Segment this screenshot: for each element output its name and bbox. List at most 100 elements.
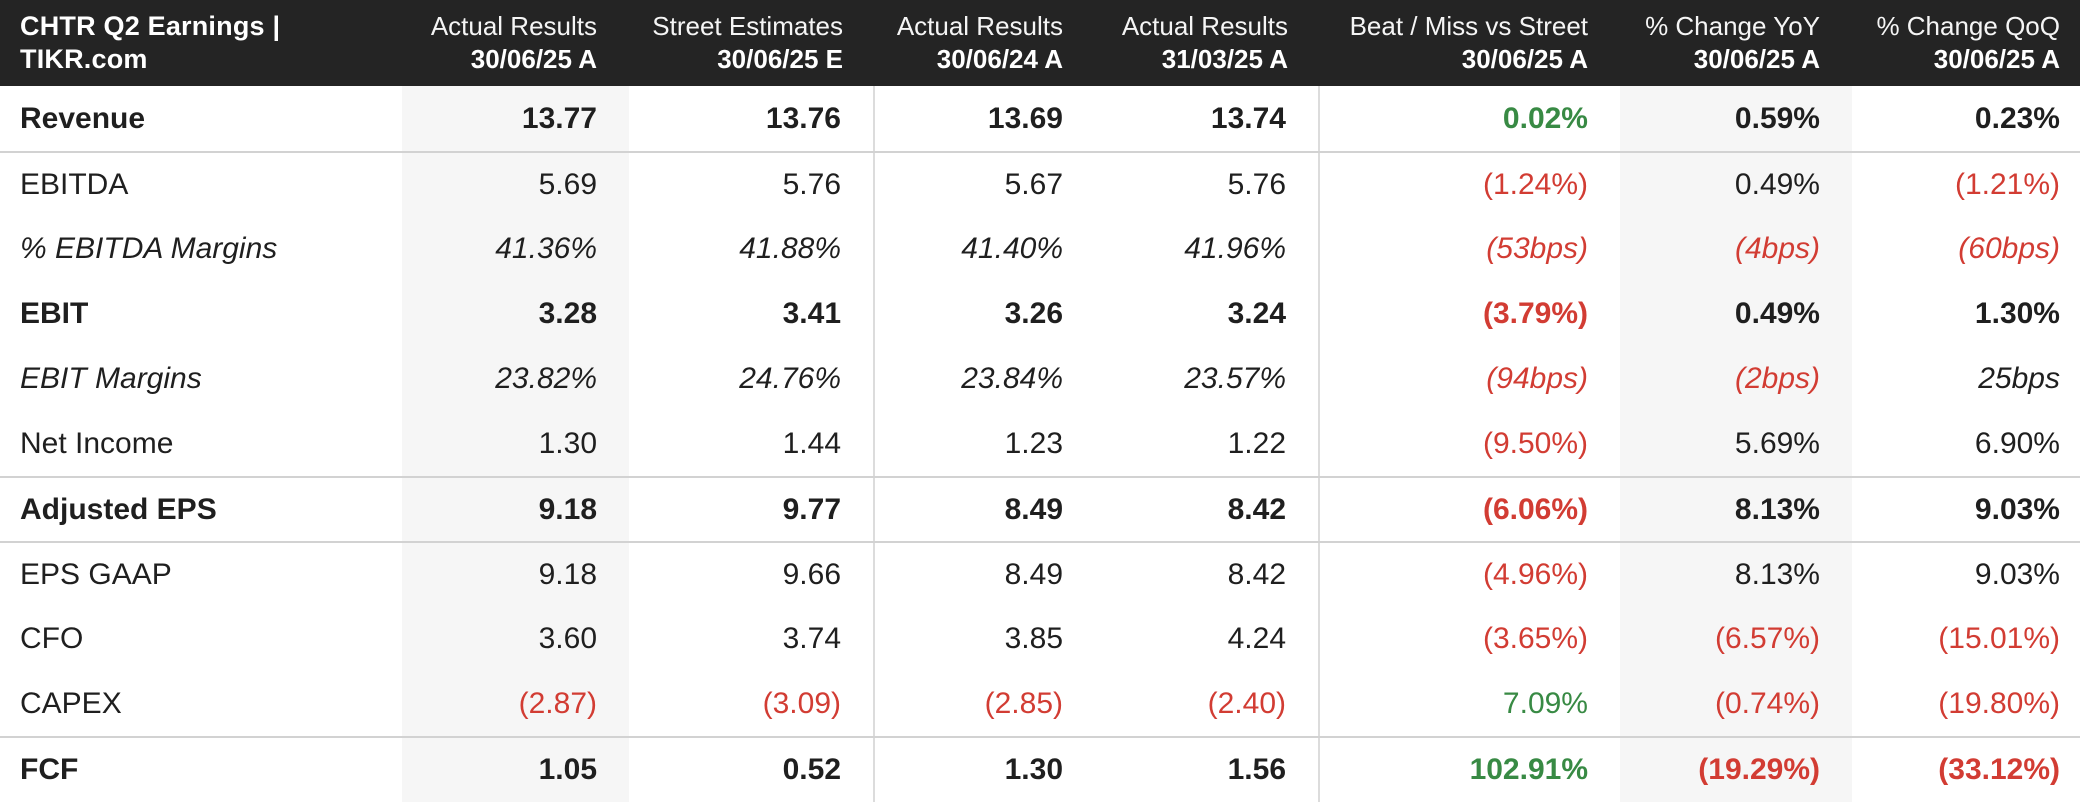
value-cell: 0.23% [1974, 101, 2060, 135]
value-cell: 13.76 [629, 86, 875, 151]
value-cell: 6.90% [1974, 426, 2060, 460]
value-cell: 41.96% [1095, 216, 1320, 281]
table-body: Revenue 13.77 13.76 13.69 13.74 0.02% 0.59% 0.2… [0, 86, 2080, 802]
row-label: CAPEX [20, 686, 122, 720]
row-label: FCF [20, 753, 79, 786]
value-cell: (2.87) [402, 671, 629, 736]
value-cell: 8.13% [1620, 543, 1852, 606]
value-cell: 1.23 [1004, 426, 1063, 460]
row-label: Revenue [20, 101, 146, 135]
value-cell: 5.76 [629, 153, 875, 216]
table-row: CFO 3.60 3.74 3.85 4.24 (3.65%) (6.57%) (15.01%… [0, 606, 2080, 671]
value-cell: 3.26 [1004, 296, 1063, 330]
value-cell: 9.77 [629, 478, 875, 541]
column-header-change-yoy: % Change YoY 30/06/25 A [1620, 0, 1852, 86]
table-row: EBIT 3.28 3.41 3.26 3.24 (3.79%) 0.49% 1.30% [0, 281, 2080, 346]
value-cell: 9.18 [402, 478, 629, 541]
column-header-label: % Change YoY [1645, 11, 1820, 41]
value-cell: 102.91% [1469, 753, 1588, 786]
value-cell: 1.56 [1095, 738, 1320, 802]
value-cell: (3.79%) [1482, 296, 1588, 330]
value-cell: 0.49% [1620, 153, 1852, 216]
value-cell: 8.49 [1004, 557, 1063, 591]
row-label: EPS GAAP [20, 557, 172, 591]
value-cell: 4.24 [1095, 606, 1320, 671]
value-cell: 3.24 [1095, 281, 1320, 346]
value-cell: 8.49 [1004, 492, 1063, 526]
value-cell: 9.03% [1974, 557, 2060, 591]
column-header-label: Actual Results [430, 11, 597, 41]
table-row: EBITDA 5.69 5.76 5.67 5.76 (1.24%) 0.49% (1.21%… [0, 151, 2080, 216]
value-cell: 8.42 [1095, 543, 1320, 606]
value-cell: 9.66 [629, 543, 875, 606]
value-cell: 23.82% [402, 346, 629, 411]
value-cell: (1.21%) [1954, 167, 2060, 201]
column-header-period: 31/03/25 A [1161, 44, 1288, 74]
value-cell: 3.41 [629, 281, 875, 346]
column-header-street-estimates: Street Estimates 30/06/25 E [629, 0, 875, 86]
table-row: Revenue 13.77 13.76 13.69 13.74 0.02% 0.59% 0.2… [0, 86, 2080, 151]
value-cell: 9.03% [1974, 492, 2060, 526]
value-cell: (3.09) [629, 671, 875, 736]
value-cell: 1.30 [402, 411, 629, 476]
value-cell: (6.57%) [1620, 606, 1852, 671]
column-header-beat-miss: Beat / Miss vs Street 30/06/25 A [1320, 0, 1620, 86]
column-header-actual-current: Actual Results 30/06/25 A [402, 0, 629, 86]
value-cell: 3.28 [402, 281, 629, 346]
column-header-actual-yoy: Actual Results 30/06/24 A [875, 0, 1095, 86]
value-cell: 23.57% [1095, 346, 1320, 411]
value-cell: 0.59% [1620, 86, 1852, 151]
table-row: EBIT Margins 23.82% 24.76% 23.84% 23.57% (94b… [0, 346, 2080, 411]
value-cell: 23.84% [961, 361, 1063, 395]
table-row: CAPEX (2.87) (3.09) (2.85) (2.40) 7.09% (0.74%… [0, 671, 2080, 736]
table-row: FCF 1.05 0.52 1.30 1.56 102.91% (19.29%) (33.12… [0, 736, 2080, 802]
value-cell: 13.77 [402, 86, 629, 151]
row-label: EBIT [20, 296, 89, 330]
table-row: EPS GAAP 9.18 9.66 8.49 8.42 (4.96%) 8.13% 9.03… [0, 541, 2080, 606]
column-header-label: Street Estimates [652, 11, 843, 41]
column-header-actual-qoq: Actual Results 31/03/25 A [1095, 0, 1320, 86]
value-cell: (4bps) [1620, 216, 1852, 281]
value-cell: (6.06%) [1482, 492, 1588, 526]
value-cell: 24.76% [629, 346, 875, 411]
column-header-label: Actual Results [1121, 11, 1288, 41]
row-label: EBITDA [20, 167, 129, 201]
row-label: % EBITDA Margins [20, 231, 278, 265]
value-cell: 13.74 [1095, 86, 1320, 151]
value-cell: 3.85 [1004, 621, 1063, 655]
value-cell: (19.80%) [1938, 686, 2060, 720]
value-cell: (19.29%) [1620, 738, 1852, 802]
value-cell: 5.69% [1620, 411, 1852, 476]
value-cell: (3.65%) [1482, 621, 1588, 655]
value-cell: 1.22 [1095, 411, 1320, 476]
table-row: % EBITDA Margins 41.36% 41.88% 41.40% 41.96%… [0, 216, 2080, 281]
value-cell: (0.74%) [1620, 671, 1852, 736]
row-label: CFO [20, 621, 84, 655]
value-cell: (33.12%) [1938, 753, 2060, 786]
row-label: Adjusted EPS [20, 492, 217, 526]
row-label: Net Income [20, 426, 174, 460]
table-row: Adjusted EPS 9.18 9.77 8.49 8.42 (6.06%) 8.13%… [0, 476, 2080, 541]
value-cell: (53bps) [1486, 231, 1588, 265]
value-cell: 3.60 [402, 606, 629, 671]
value-cell: 1.05 [402, 738, 629, 802]
value-cell: 0.02% [1502, 101, 1588, 135]
value-cell: 25bps [1978, 361, 2060, 395]
value-cell: 1.30% [1974, 296, 2060, 330]
table-header: CHTR Q2 Earnings | TIKR.com Actual Resul… [0, 0, 2080, 86]
value-cell: 5.69 [402, 153, 629, 216]
value-cell: 41.36% [402, 216, 629, 281]
value-cell: 5.67 [1004, 167, 1063, 201]
value-cell: 41.40% [961, 231, 1063, 265]
row-label: EBIT Margins [20, 361, 202, 395]
value-cell: 13.69 [987, 101, 1063, 135]
value-cell: (1.24%) [1482, 167, 1588, 201]
value-cell: 7.09% [1502, 686, 1588, 720]
column-header-period: 30/06/25 A [1461, 44, 1588, 74]
value-cell: (2bps) [1620, 346, 1852, 411]
column-header-period: 30/06/25 A [1693, 44, 1820, 74]
value-cell: (2.40) [1095, 671, 1320, 736]
value-cell: 0.49% [1620, 281, 1852, 346]
value-cell: (94bps) [1486, 361, 1588, 395]
